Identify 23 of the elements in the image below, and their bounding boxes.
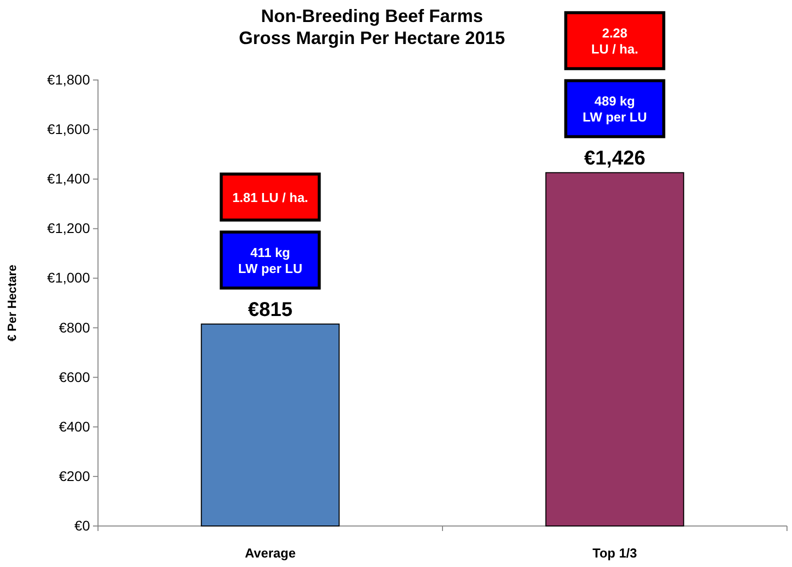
- annotation: 411 kg LW per LU: [238, 245, 302, 276]
- y-tick-label: €1,800: [47, 71, 90, 88]
- x-tick-label: Top 1/3: [592, 546, 638, 561]
- y-tick-label: €1,000: [47, 270, 90, 286]
- note-box: 411 kg LW per LU: [220, 230, 321, 290]
- y-tick-label: €1,200: [47, 220, 90, 236]
- y-axis-title: € Per Hectare: [5, 264, 19, 342]
- y-tick-label: €800: [58, 319, 90, 336]
- note-box: 489 kg LW per LU: [564, 79, 666, 138]
- y-tick-label: €1,600: [47, 121, 90, 138]
- data-label: €1,426: [584, 148, 646, 170]
- x-tick-label: Average: [244, 546, 296, 561]
- chart-title: Non-Breeding Beef Farms Gross Margin Per Hectare 2015: [238, 6, 506, 48]
- note-box: 2.28 LU / ha.: [564, 11, 666, 70]
- y-tick-label: €1,400: [47, 170, 90, 187]
- annotation: 1.81 LU / ha.: [232, 190, 308, 206]
- note-box: 1.81 LU / ha.: [220, 172, 321, 222]
- annotation: 489 kg LW per LU: [582, 94, 647, 125]
- y-tick-label: €400: [58, 418, 90, 434]
- data-label: €815: [248, 299, 292, 322]
- y-tick-label: €600: [58, 368, 90, 385]
- y-tick-label: €0: [74, 517, 90, 534]
- y-tick-label: €200: [58, 468, 90, 484]
